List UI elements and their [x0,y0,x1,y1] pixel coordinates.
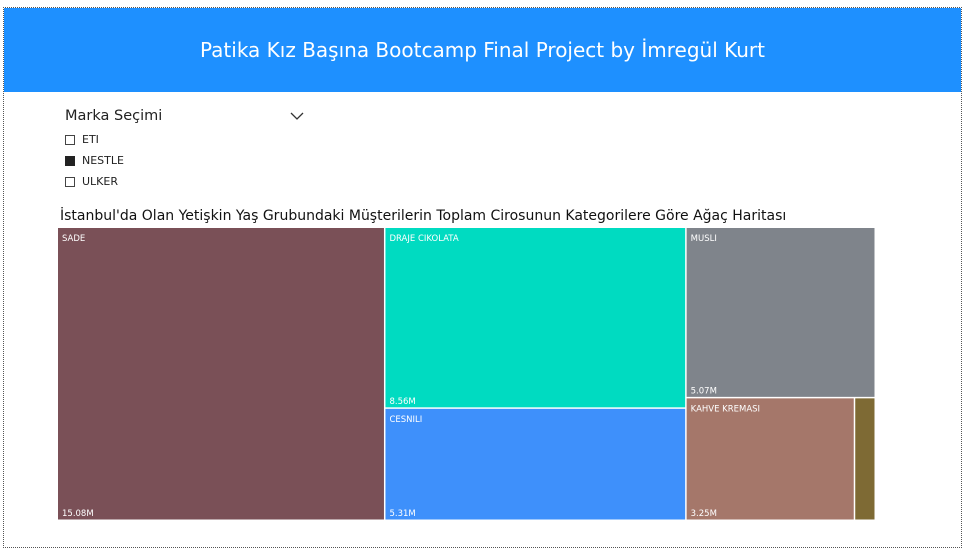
treemap-value-label: 3.25M [691,509,717,519]
report-header: Patika Kız Başına Bootcamp Final Project… [4,8,961,92]
treemap-value-label: 8.56M [389,397,415,407]
slicer-option-nestle[interactable]: NESTLE [65,150,305,171]
chart-title: İstanbul'da Olan Yetişkin Yaş Grubundaki… [60,208,787,224]
treemap-value-label: 15.08M [62,509,94,519]
treemap-chart: SADE 15.08M DRAJE CIKOLATA 8.56M CESNILI 5.31… [58,228,875,520]
slicer-option-ulker[interactable]: ULKER [65,171,305,192]
treemap-category-label: DRAJE CIKOLATA [389,234,458,244]
treemap-tile-draje-cikolata[interactable] [385,228,686,408]
checkbox[interactable] [65,134,75,145]
treemap-tile-cesnili[interactable] [385,408,686,520]
checkbox[interactable] [65,176,75,187]
slicer-option-label: ETI [82,133,99,146]
chevron-down-icon[interactable] [289,108,305,124]
slicer-title: Marka Seçimi [65,108,163,124]
brand-slicer[interactable]: Marka Seçimi ETI NESTLE ULKER [65,103,305,192]
slicer-option-label: ULKER [82,175,118,188]
slicer-option-label: NESTLE [82,154,124,167]
slicer-header: Marka Seçimi [65,103,305,129]
checkbox[interactable] [65,155,75,166]
treemap-tile-kahve-kremasi[interactable] [686,398,854,520]
treemap-value-label: 5.07M [691,386,717,396]
treemap-tile-other[interactable] [855,398,875,520]
treemap-value-label: 5.31M [389,509,415,519]
report-title: Patika Kız Başına Bootcamp Final Project… [200,38,765,62]
treemap-category-label: SADE [62,234,85,244]
treemap-tile-musli[interactable] [686,228,875,397]
treemap-category-label: CESNILI [389,415,422,425]
report-frame [3,7,962,548]
treemap-category-label: MUSLI [691,234,717,244]
treemap-category-label: KAHVE KREMASI [691,404,760,414]
treemap-tile-sade[interactable] [58,228,384,520]
slicer-option-eti[interactable]: ETI [65,129,305,150]
